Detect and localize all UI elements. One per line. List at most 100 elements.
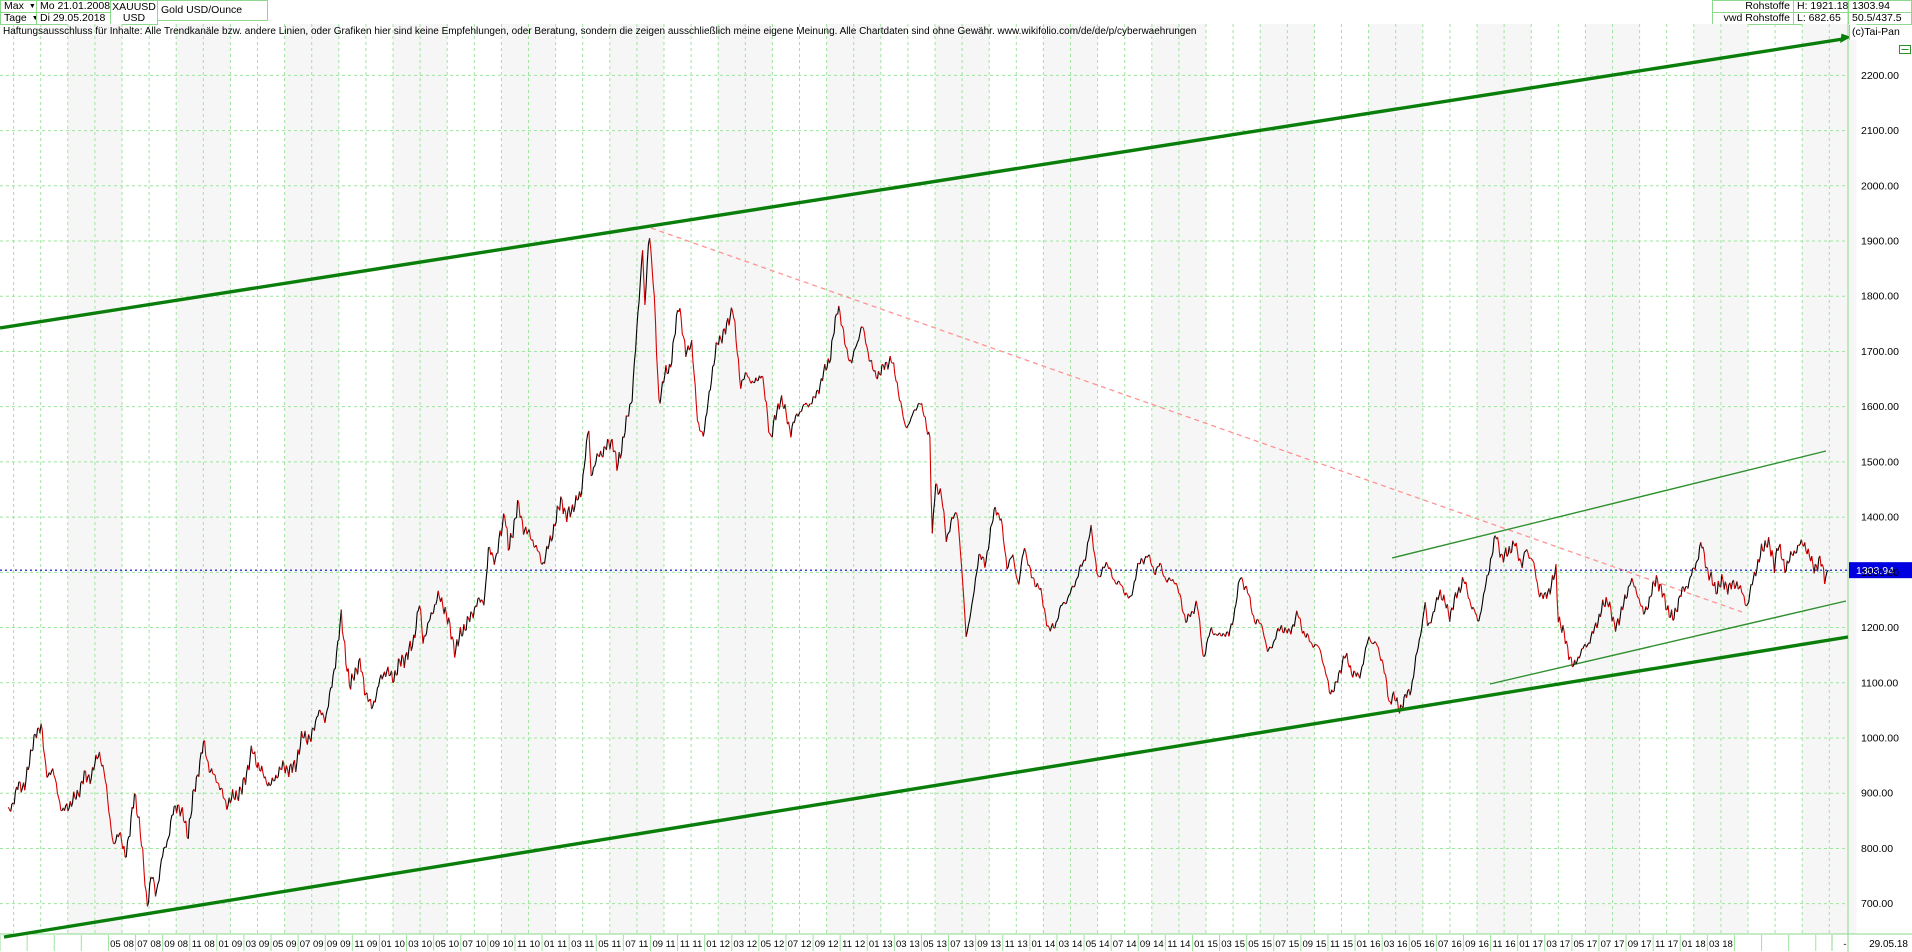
background-band: [1287, 24, 1315, 934]
x-axis-label: 05 14: [1086, 939, 1110, 950]
x-axis-label: 09 13: [977, 939, 1001, 950]
source-label: vwd Rohstoffe: [1723, 12, 1790, 24]
x-axis-label: 07 13: [950, 939, 974, 950]
background-band: [1395, 24, 1423, 934]
x-axis-label: 07 08: [137, 939, 161, 950]
decline-resistance-line: [650, 227, 1743, 613]
x-axis-label: 11 14: [1167, 939, 1190, 950]
y-axis-label: 1300.00: [1861, 567, 1899, 579]
x-axis-label: 03 18: [1709, 939, 1733, 950]
x-axis-label: 09 12: [815, 939, 839, 950]
x-axis-label: 07 12: [788, 939, 812, 950]
y-axis-label: 800.00: [1861, 843, 1893, 855]
x-axis-label: 03 13: [896, 939, 920, 950]
x-axis-label: 11 12: [842, 939, 865, 950]
background-band: [1829, 24, 1857, 934]
x-axis-label: 11 16: [1493, 939, 1516, 950]
background-band: [1070, 24, 1098, 934]
background-band: [420, 24, 448, 934]
x-axis-end-date: 29.05.18: [1869, 939, 1908, 950]
background-band: [609, 24, 637, 934]
x-axis-label: 05 13: [923, 939, 947, 950]
x-axis-label: 07 10: [462, 939, 486, 950]
x-axis-label: 09 10: [490, 939, 514, 950]
lower-channel-line: [3, 635, 1849, 939]
y-axis-label: 700.00: [1861, 898, 1893, 910]
period-selector-label: Tage: [4, 12, 27, 24]
background-band: [962, 24, 990, 934]
currency: USD: [122, 12, 146, 24]
instrument-tab[interactable]: Gold USD/Ounce: [157, 0, 268, 21]
y-axis-label: 1100.00: [1861, 677, 1898, 689]
background-band: [1260, 24, 1288, 934]
y-axis-label: 2200.00: [1861, 70, 1899, 82]
x-axis-label: 05 17: [1574, 939, 1598, 950]
x-axis-label: 05 15: [1248, 939, 1272, 950]
inner-upper-trendline: [1391, 450, 1827, 559]
background-band: [718, 24, 746, 934]
x-axis-label: 05 11: [598, 939, 621, 950]
x-axis-label: 09 17: [1628, 939, 1652, 950]
background-band: [1178, 24, 1206, 934]
dropdown-arrow-icon: ▼: [32, 13, 36, 24]
x-axis-label: 05 10: [435, 939, 459, 950]
background-band: [1693, 24, 1721, 934]
x-axis-end-dash: -: [1843, 939, 1846, 950]
x-axis-label: 09 08: [164, 939, 188, 950]
x-axis-label: 01 10: [381, 939, 405, 950]
y-axis-label: 1400.00: [1861, 512, 1899, 524]
y-axis-label: 1700.00: [1861, 346, 1899, 358]
x-axis-label: 07 09: [300, 939, 324, 950]
x-axis-label: 07 15: [1275, 939, 1299, 950]
x-axis-label: 09 16: [1465, 939, 1489, 950]
y-axis-label: 1500.00: [1861, 456, 1899, 468]
instrument-tab-label: Gold USD/Ounce: [161, 4, 243, 16]
extra-stat-value: 50.5/437.5: [1852, 12, 1902, 24]
y-axis-label: 1900.00: [1861, 236, 1899, 248]
x-axis-label: 11 15: [1330, 939, 1353, 950]
background-band: [1043, 24, 1071, 934]
x-axis-label: 01 15: [1194, 939, 1218, 950]
source-cell: vwd Rohstoffe: [1712, 12, 1794, 25]
symbol: XAUUSD: [112, 1, 156, 13]
inner-lower-trendline: [1489, 600, 1847, 685]
period-selector[interactable]: Tage ▼: [0, 12, 37, 25]
y-axis-label: 2000.00: [1861, 180, 1899, 192]
background-band: [284, 24, 312, 934]
high-value: H: 1921.18: [1797, 0, 1849, 12]
x-axis-label: 11 08: [192, 939, 215, 950]
y-axis-label: 1800.00: [1861, 291, 1899, 303]
background-band: [1477, 24, 1505, 934]
last-price-value: 1303.94: [1852, 0, 1890, 12]
x-axis-label: 09 11: [652, 939, 675, 950]
start-date: Mo 21.01.2008: [40, 0, 111, 12]
x-axis-label: 07 11: [625, 939, 648, 950]
y-axis-label: 1200.00: [1861, 622, 1899, 634]
background-band: [176, 24, 204, 934]
upper-channel-line: [0, 37, 1844, 330]
x-axis-label: 07 16: [1438, 939, 1462, 950]
x-axis-label: 05 08: [110, 939, 134, 950]
x-axis-label: 03 11: [571, 939, 594, 950]
x-axis-label: 09 14: [1140, 939, 1164, 950]
x-axis-label: 03 09: [246, 939, 270, 950]
x-axis-label: 11 10: [517, 939, 540, 950]
background-band: [311, 24, 339, 934]
background-band: [853, 24, 881, 934]
background-band: [1720, 24, 1748, 934]
background-band: [94, 24, 122, 934]
x-axis-label: 01 16: [1357, 939, 1381, 950]
end-date: Di 29.05.2018: [40, 12, 106, 24]
x-axis-label: 01 14: [1032, 939, 1056, 950]
price-badge-value: 1303.94: [1856, 565, 1894, 577]
background-band: [528, 24, 556, 934]
range-selector-label: Max: [4, 0, 24, 12]
background-band: [1368, 24, 1396, 934]
x-axis-label: 05 16: [1411, 939, 1435, 950]
price-series-up: [10, 238, 1829, 907]
copyright-label: (c)Tai-Pan: [1849, 25, 1912, 40]
x-axis-label: 11 17: [1655, 939, 1678, 950]
x-axis-label: 03 12: [733, 939, 757, 950]
